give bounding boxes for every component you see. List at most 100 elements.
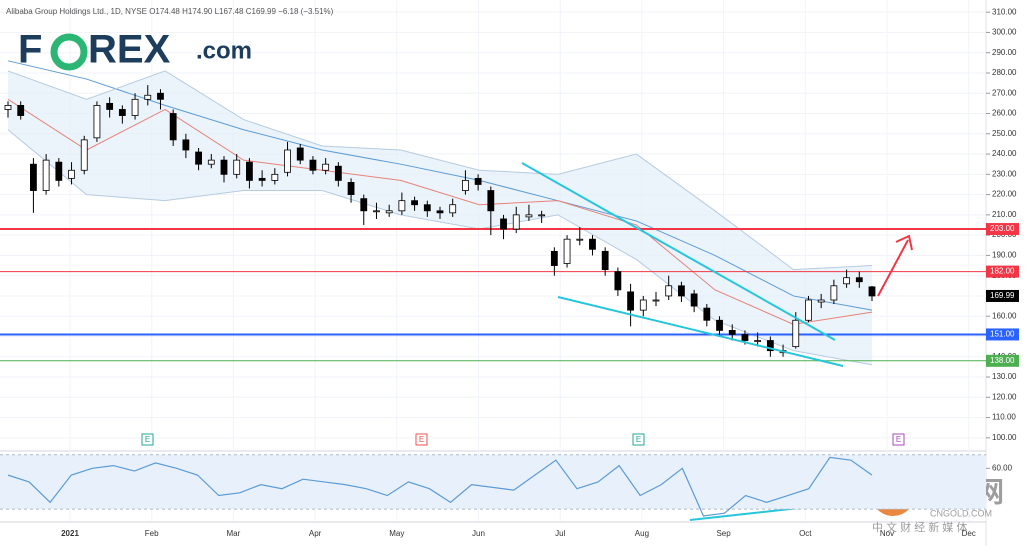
- level-label: 182.00: [990, 267, 1015, 276]
- earnings-icon: E: [419, 435, 424, 444]
- candle-body: [169, 113, 177, 141]
- y-tick-label: 260.00: [992, 109, 1017, 118]
- candle-body: [334, 165, 342, 181]
- candle-body: [462, 180, 469, 191]
- candle-body: [322, 163, 330, 171]
- candle-body: [385, 210, 393, 214]
- y-tick-label: 230.00: [992, 169, 1017, 178]
- level-label: 138.00: [990, 356, 1015, 365]
- candle-body: [589, 238, 596, 250]
- candle-body: [106, 102, 114, 110]
- rsi-y-tick-label: 60.00: [992, 463, 1013, 472]
- y-tick-label: 100.00: [992, 433, 1017, 442]
- candle-body: [474, 177, 482, 185]
- candle-body: [728, 330, 736, 335]
- arrow-head: [895, 234, 913, 251]
- candle-body: [284, 149, 291, 173]
- candle-body: [398, 200, 406, 212]
- last-price-label: 169.99: [990, 291, 1015, 300]
- level-label-box: [986, 265, 1019, 278]
- indicator-line: [7, 70, 873, 271]
- earnings-icon: E: [896, 435, 901, 444]
- candle-body: [30, 163, 37, 191]
- candle-body: [17, 105, 25, 116]
- arrow: [877, 239, 909, 297]
- candle-body: [830, 285, 838, 301]
- candle-body: [157, 92, 164, 100]
- candle-body: [195, 151, 202, 165]
- x-tick-label: Dec: [962, 529, 976, 538]
- earnings-marker[interactable]: [141, 433, 154, 446]
- candle-body: [93, 105, 101, 139]
- candle-body: [42, 159, 50, 191]
- y-tick-label: 190.00: [992, 251, 1017, 260]
- y-tick-label: 220.00: [992, 190, 1017, 199]
- candle-body: [843, 277, 850, 285]
- level-label-box: [986, 223, 1019, 236]
- watermark-sub: 中 文 财 经 新 媒 体: [872, 520, 967, 534]
- y-tick-label: 300.00: [992, 28, 1017, 37]
- candle-body: [690, 293, 698, 307]
- candle-body: [258, 177, 266, 181]
- candle-body: [652, 299, 660, 302]
- y-tick-label: 290.00: [992, 48, 1017, 57]
- x-tick-label: May: [389, 529, 404, 538]
- logo-o: [50, 33, 88, 71]
- y-tick-label: 270.00: [992, 88, 1017, 97]
- chart-header: Alibaba Group Holdings Ltd., 1D, NYSE O1…: [6, 7, 334, 16]
- trend-line: [521, 162, 836, 341]
- candle-body: [373, 210, 380, 213]
- candle-body: [805, 299, 812, 321]
- indicator-line: [7, 60, 873, 311]
- x-tick-label: Sep: [716, 529, 731, 538]
- candle-body: [144, 94, 152, 100]
- logo-text: F: [18, 28, 42, 72]
- candle-body: [220, 159, 228, 175]
- candle-body: [296, 147, 304, 161]
- candle-body: [817, 299, 825, 303]
- earnings-marker[interactable]: [415, 433, 428, 446]
- rsi-line: [7, 456, 873, 517]
- candle-body: [525, 214, 533, 218]
- rsi-band: [0, 454, 986, 510]
- candle-body: [436, 210, 444, 214]
- earnings-marker[interactable]: [892, 433, 905, 446]
- trend-line: [557, 296, 844, 367]
- x-tick-label: Apr: [309, 529, 322, 538]
- level-label: 203.00: [990, 224, 1015, 233]
- candle-body: [347, 182, 355, 195]
- candle-body: [131, 98, 139, 116]
- watermark-url: CNGOLD.COM: [930, 508, 992, 518]
- x-tick-label: Nov: [880, 529, 894, 538]
- y-tick-label: 130.00: [992, 372, 1017, 381]
- candle-body: [80, 139, 88, 171]
- plot: [0, 60, 986, 366]
- candle-body: [487, 190, 495, 212]
- earnings-markers: E E E E: [141, 433, 905, 446]
- candle-body: [449, 204, 457, 214]
- candle-body: [512, 214, 520, 230]
- level-label-box: [986, 354, 1019, 367]
- candle-body: [182, 139, 190, 151]
- candle-body: [500, 218, 507, 230]
- candle-body: [754, 340, 762, 342]
- candle-body: [639, 299, 647, 311]
- candle-body: [411, 200, 418, 206]
- candle-body: [741, 334, 749, 341]
- x-tick-label: Jun: [472, 529, 485, 538]
- candle-body: [563, 238, 571, 264]
- candle-body: [118, 109, 126, 116]
- candle-body: [550, 250, 558, 266]
- level-label: 151.00: [990, 330, 1015, 339]
- candle-body: [207, 159, 215, 165]
- candle-body: [665, 285, 673, 297]
- candle-body: [538, 214, 546, 217]
- earnings-marker[interactable]: [632, 433, 645, 446]
- candle-body: [855, 277, 863, 283]
- level-label-box: [986, 328, 1019, 341]
- candle-body: [309, 159, 317, 171]
- y-tick-label: 210.00: [992, 210, 1017, 219]
- candle-body: [233, 159, 241, 175]
